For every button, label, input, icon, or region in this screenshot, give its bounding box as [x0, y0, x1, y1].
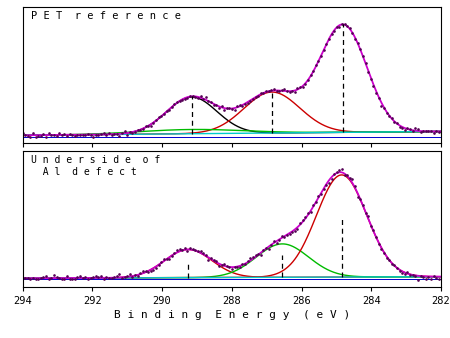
X-axis label: B i n d i n g  E n e r g y  ( e V ): B i n d i n g E n e r g y ( e V ) [113, 311, 350, 320]
Text: P E T  r e f e r e n c e: P E T r e f e r e n c e [31, 11, 181, 21]
Text: U n d e r s i d e  o f
  A l  d e f e c t: U n d e r s i d e o f A l d e f e c t [31, 155, 160, 177]
